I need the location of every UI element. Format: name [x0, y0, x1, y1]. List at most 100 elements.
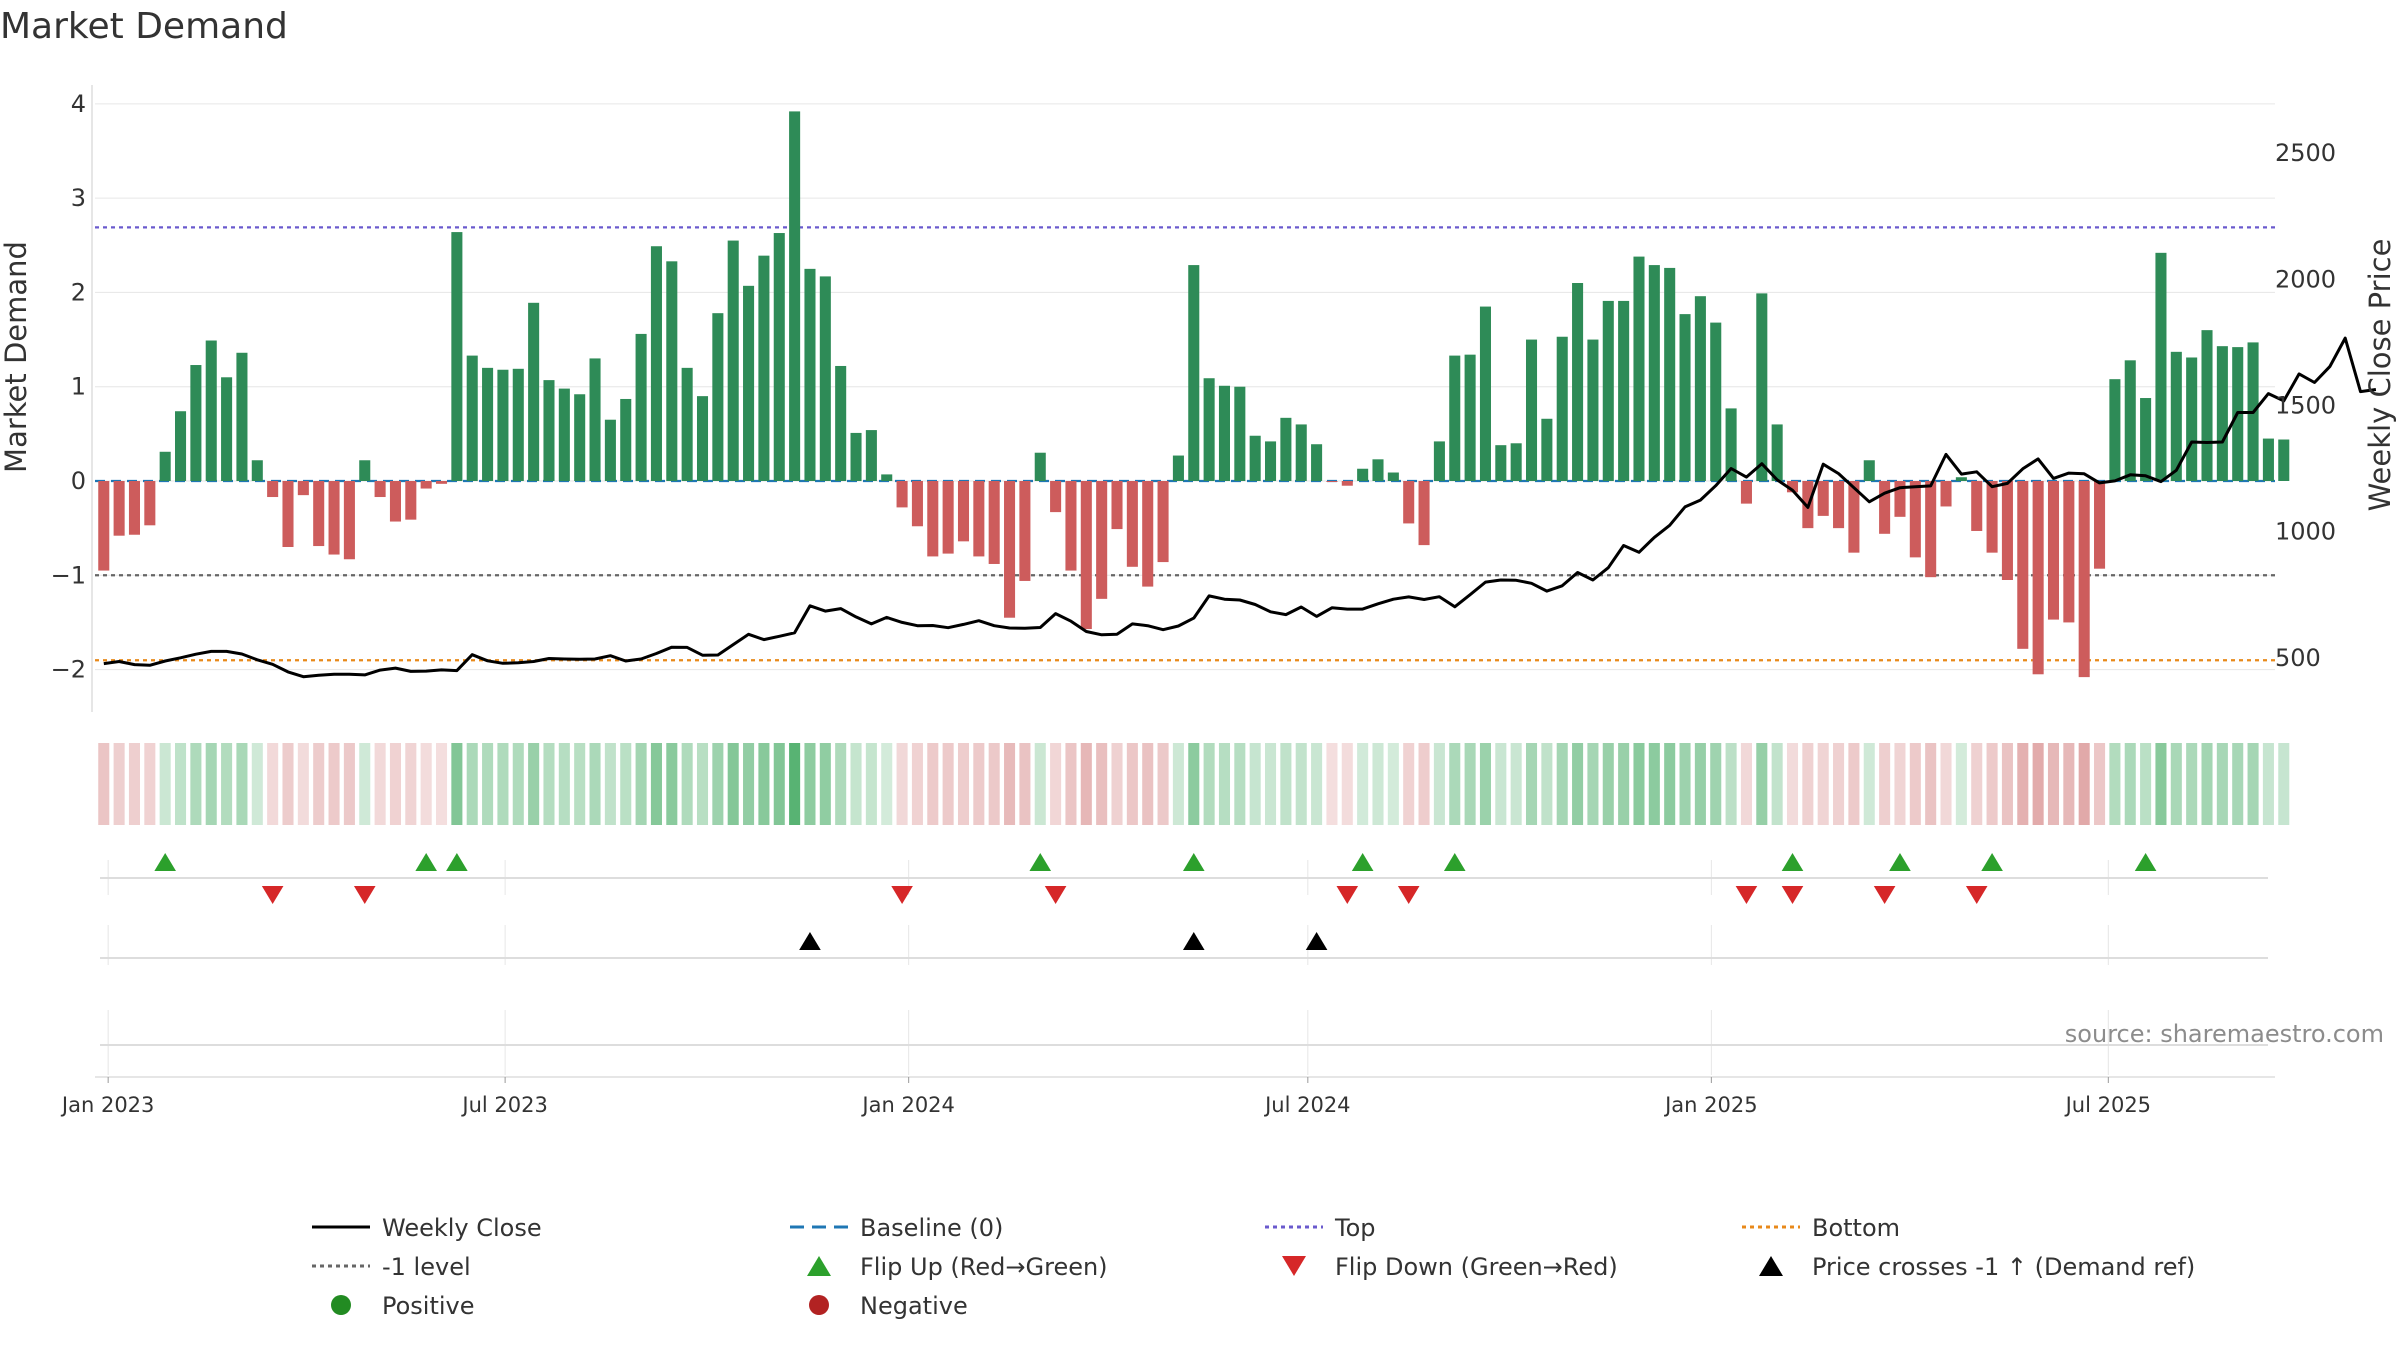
heat-cell — [1541, 743, 1553, 825]
legend-item: Weekly Close — [312, 1214, 542, 1242]
heat-cell — [2017, 743, 2029, 825]
heat-cell — [359, 743, 371, 825]
heat-cell — [2232, 743, 2244, 825]
heat-cell — [1863, 743, 1875, 825]
legend-item: Baseline (0) — [790, 1214, 1003, 1242]
heat-cell — [1556, 743, 1568, 825]
demand-bar — [2001, 481, 2013, 580]
demand-bar — [420, 481, 432, 489]
demand-bar — [911, 481, 923, 527]
legend-swatch — [331, 1295, 351, 1315]
demand-bar — [1925, 481, 1937, 578]
heat-cell — [957, 743, 970, 825]
heat-cell — [1679, 743, 1691, 825]
heat-cell — [558, 743, 570, 825]
heat-cell — [681, 743, 693, 825]
demand-bar — [1372, 459, 1384, 481]
demand-bar — [435, 481, 448, 484]
demand-bar — [604, 419, 616, 481]
x-axis: Jan 2023 Jul 2023 Jan 2024 Jul 2024 Jan 2025… — [60, 1076, 2275, 1117]
demand-bars — [98, 111, 2290, 678]
demand-bar — [865, 430, 877, 481]
heat-cell — [528, 743, 540, 825]
demand-bar — [1188, 265, 1200, 481]
demand-bar — [113, 481, 125, 536]
right-axis-label: Weekly Close Price — [2363, 239, 2397, 512]
heat-cell — [1004, 743, 1016, 825]
heat-cell — [1771, 743, 1783, 825]
heat-cell — [1848, 743, 1860, 825]
demand-bar — [1618, 300, 1630, 481]
demand-bar — [1833, 481, 1845, 529]
heat-cell — [451, 743, 463, 825]
demand-bar — [957, 481, 970, 542]
demand-bar — [1433, 441, 1445, 481]
heat-cell — [1188, 743, 1200, 825]
left-y-axis: −2 −1 0 1 2 3 4 — [51, 85, 93, 712]
heat-cell — [1495, 743, 1507, 825]
demand-bar — [1725, 408, 1737, 481]
demand-bar — [190, 365, 202, 481]
heat-cell — [574, 743, 586, 825]
heat-cell — [2170, 743, 2182, 825]
heat-cell — [1326, 743, 1338, 825]
demand-bar — [1265, 441, 1277, 481]
demand-bar — [205, 340, 217, 481]
right-tick-label: 1000 — [2275, 518, 2336, 546]
left-axis-label: Market Demand — [0, 241, 33, 473]
heat-cell — [98, 743, 110, 825]
event-markers — [100, 853, 2268, 1046]
demand-bar — [1848, 481, 1860, 553]
heat-cell — [1449, 743, 1461, 825]
heat-cell — [896, 743, 908, 825]
demand-bar — [1034, 452, 1046, 481]
heat-cell — [1572, 743, 1584, 825]
legend-item: Flip Up (Red→Green) — [807, 1253, 1108, 1281]
weekly-close-line — [103, 336, 2377, 679]
demand-bar — [1756, 293, 1768, 481]
demand-bar — [1572, 283, 1584, 481]
heat-cell — [1694, 743, 1706, 825]
heat-cell — [159, 743, 171, 825]
demand-bar — [1050, 481, 1062, 513]
demand-bar — [1495, 445, 1507, 481]
legend-item: -1 level — [312, 1253, 471, 1281]
heat-cell — [374, 743, 386, 825]
demand-bar — [1357, 468, 1369, 481]
heat-cell — [282, 743, 294, 825]
heat-cell — [1096, 743, 1108, 825]
heat-cell — [482, 743, 494, 825]
heat-cell — [942, 743, 954, 825]
heat-cell — [1265, 743, 1277, 825]
demand-bar — [1955, 477, 1967, 481]
heat-cell — [1971, 743, 1983, 825]
heat-cell — [1510, 743, 1522, 825]
right-tick-label: 500 — [2275, 644, 2321, 672]
heat-cell — [420, 743, 432, 825]
demand-bar — [712, 313, 724, 481]
demand-bar — [98, 481, 110, 571]
demand-bar — [1218, 385, 1231, 481]
legend-item: Top — [1265, 1214, 1376, 1242]
legend-item: Price crosses -1 ↑ (Demand ref) — [1759, 1253, 2195, 1281]
heat-cell — [1080, 743, 1092, 825]
right-tick-label: 1500 — [2275, 391, 2336, 419]
heat-cell — [835, 743, 847, 825]
heat-cell — [620, 743, 632, 825]
heat-cell — [1940, 743, 1952, 825]
heat-cell — [1925, 743, 1937, 825]
demand-bar — [2032, 481, 2044, 675]
demand-bar — [1863, 460, 1875, 481]
demand-bar — [528, 302, 540, 481]
heat-cell — [1479, 743, 1491, 825]
heat-cell — [175, 743, 187, 825]
demand-bar — [144, 481, 156, 526]
heat-cell — [2247, 743, 2259, 825]
demand-bar — [267, 481, 279, 498]
flip-up-marker — [415, 853, 437, 871]
heat-cell — [1280, 743, 1292, 825]
demand-bar — [1587, 339, 1599, 481]
heat-cell — [973, 743, 985, 825]
heat-cell — [1955, 743, 1967, 825]
heat-cell — [1311, 743, 1323, 825]
